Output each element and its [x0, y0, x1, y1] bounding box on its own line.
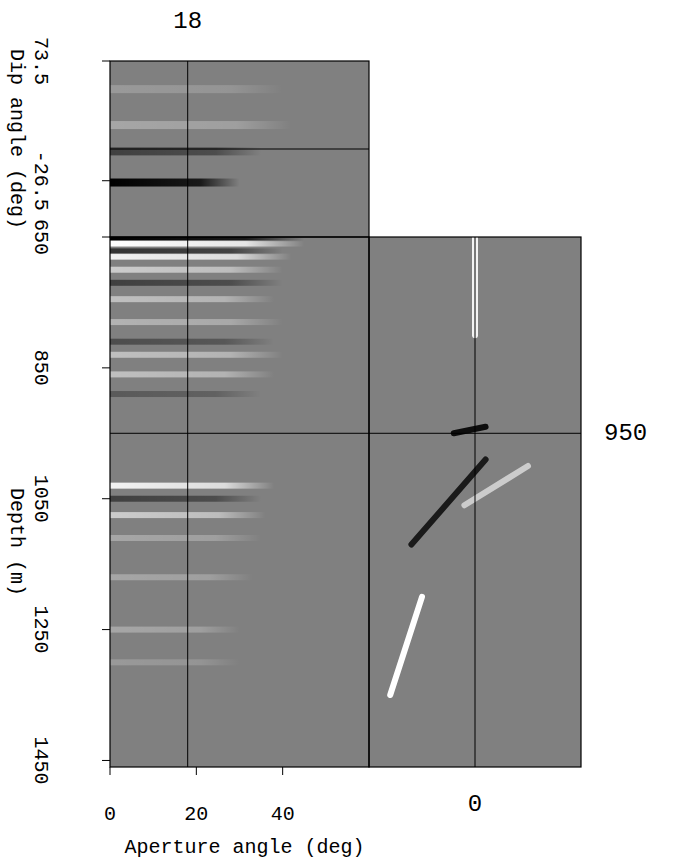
crosshair-label: 950	[604, 420, 647, 447]
tick-label: 1050	[29, 475, 52, 523]
axis-title: Dip angle (deg)	[5, 49, 28, 229]
section	[390, 237, 528, 695]
tick-label: 1250	[29, 606, 52, 654]
crosshair-label: 18	[173, 8, 202, 35]
tick	[102, 180, 110, 181]
tick-label: 0	[104, 803, 116, 826]
reflector	[110, 248, 283, 254]
panel-frame	[110, 61, 369, 237]
axis-title: Depth (m)	[5, 488, 28, 596]
tick	[196, 767, 197, 775]
reflector	[110, 280, 283, 286]
tick-label: 20	[184, 803, 208, 826]
section-event	[464, 466, 528, 505]
tick-label: 73.5	[29, 37, 52, 85]
crosshair	[110, 149, 369, 150]
tick-label: 850	[29, 350, 52, 386]
crosshair-label: 0	[468, 791, 482, 818]
tick-label: -26.5	[29, 151, 52, 211]
reflector	[110, 267, 283, 273]
reflector	[110, 352, 283, 358]
tick	[102, 367, 110, 368]
axis-title: Aperture angle (deg)	[124, 836, 364, 859]
reflector	[110, 627, 240, 633]
reflector	[110, 319, 283, 325]
section-event	[390, 597, 422, 695]
panel-background	[110, 61, 369, 237]
tick-label: 1450	[29, 736, 52, 784]
reflector	[110, 535, 261, 541]
reflector	[110, 296, 274, 302]
reflector	[110, 574, 252, 580]
panel-background	[110, 237, 369, 767]
crosshair	[110, 433, 581, 434]
dip-event	[110, 85, 283, 93]
panel-frame	[110, 237, 369, 767]
panel-background	[369, 237, 581, 767]
dip-gather	[110, 85, 291, 186]
crosshair	[187, 61, 188, 767]
panel-frame	[369, 237, 581, 767]
angle-gather	[110, 237, 304, 665]
tick	[102, 760, 110, 761]
tick	[102, 629, 110, 630]
reflector	[110, 483, 274, 489]
figure: 73.5 -26.5 650 850 1050 1250 1450 0 20 40 Dip angl…	[0, 0, 674, 866]
reflector	[110, 241, 304, 247]
tick	[102, 237, 110, 238]
dip-event	[110, 179, 240, 187]
reflector	[110, 496, 261, 502]
tick-label: 650	[29, 219, 52, 255]
tick-label: 40	[271, 803, 295, 826]
reflector	[110, 371, 274, 377]
reflector	[110, 659, 240, 665]
reflector	[110, 339, 274, 345]
crosshair	[475, 237, 476, 767]
dip-event	[110, 121, 291, 129]
reflector	[110, 254, 291, 260]
tick	[102, 61, 110, 62]
tick	[282, 767, 283, 775]
reflector	[110, 391, 261, 397]
tick	[110, 767, 111, 775]
tick	[102, 498, 110, 499]
section-event	[454, 427, 486, 434]
